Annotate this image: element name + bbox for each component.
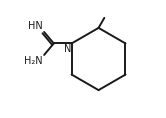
Text: HN: HN [28,21,43,31]
Text: H₂N: H₂N [24,56,43,66]
Text: N: N [64,44,71,54]
